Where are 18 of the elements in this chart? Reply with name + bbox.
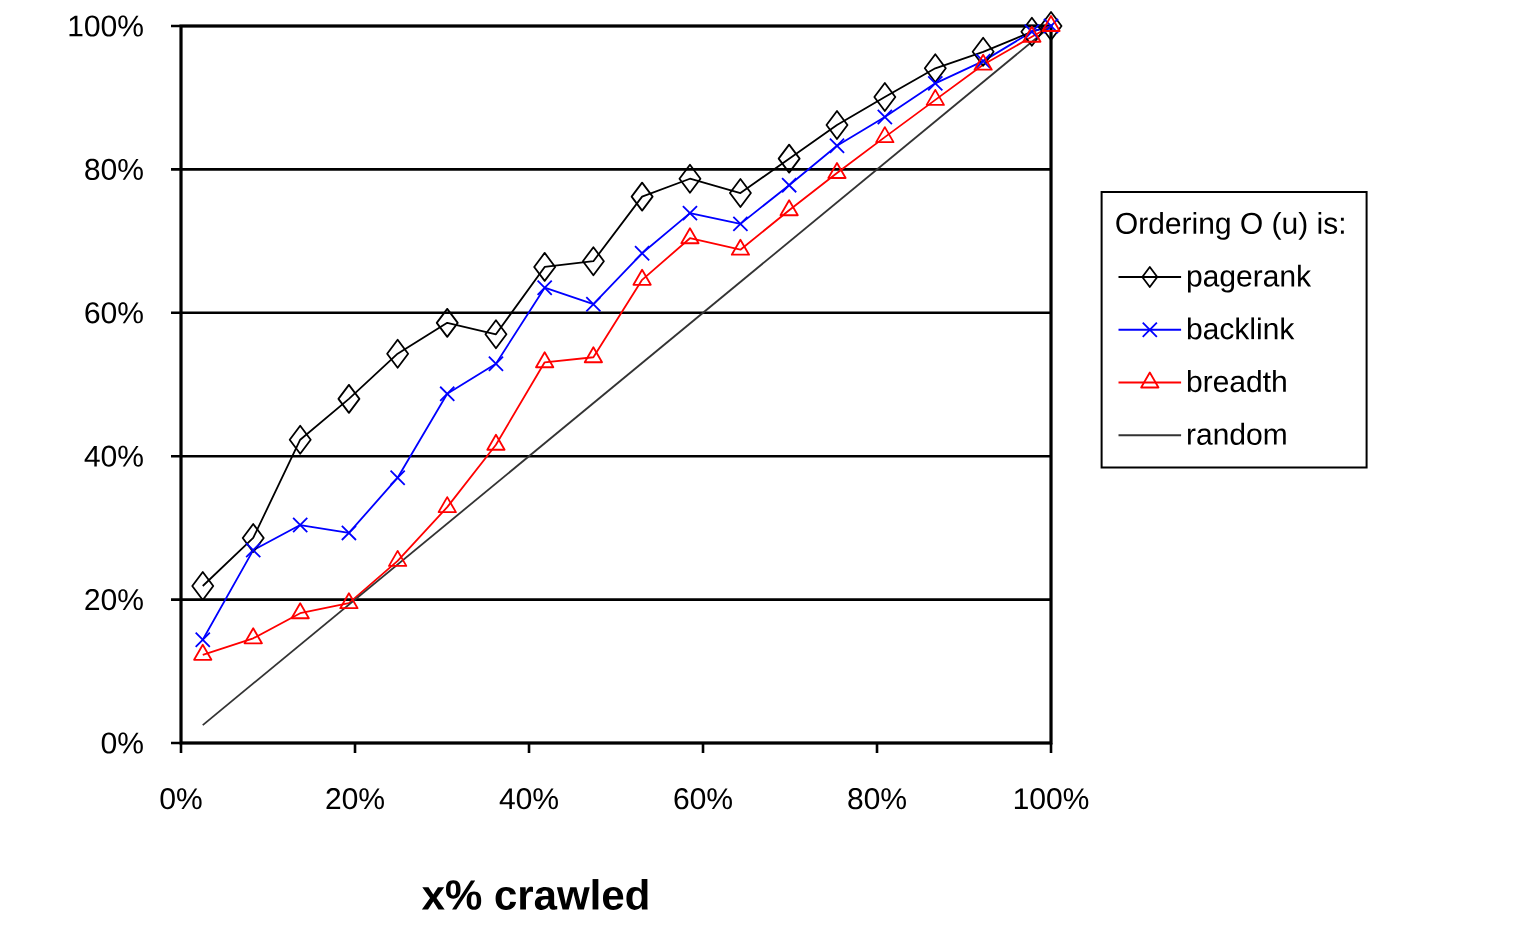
x-tick-label: 20%: [326, 788, 384, 810]
legend-label: random: [1187, 422, 1286, 445]
x-tick-label: 100%: [1014, 788, 1089, 810]
y-tick-label: 20%: [85, 588, 143, 611]
y-tick-label: 40%: [84, 445, 143, 467]
x-tick-label: 80%: [848, 788, 906, 810]
x-tick-label: 0%: [160, 788, 202, 810]
y-tick-label: 0%: [101, 732, 143, 754]
x-tick-label: 60%: [674, 788, 732, 810]
x-axis-title: x% crawled: [421, 879, 648, 910]
legend-label: backlink: [1187, 317, 1295, 340]
legend-label: pagerank: [1187, 264, 1312, 293]
y-tick-label: 80%: [85, 158, 143, 181]
legend-label: breadth: [1187, 370, 1286, 393]
y-tick-label: 100%: [69, 15, 143, 37]
y-tick-label: 60%: [85, 302, 143, 324]
x-tick-label: 40%: [499, 788, 558, 810]
legend-title: Ordering O (u) is:: [1116, 211, 1344, 240]
